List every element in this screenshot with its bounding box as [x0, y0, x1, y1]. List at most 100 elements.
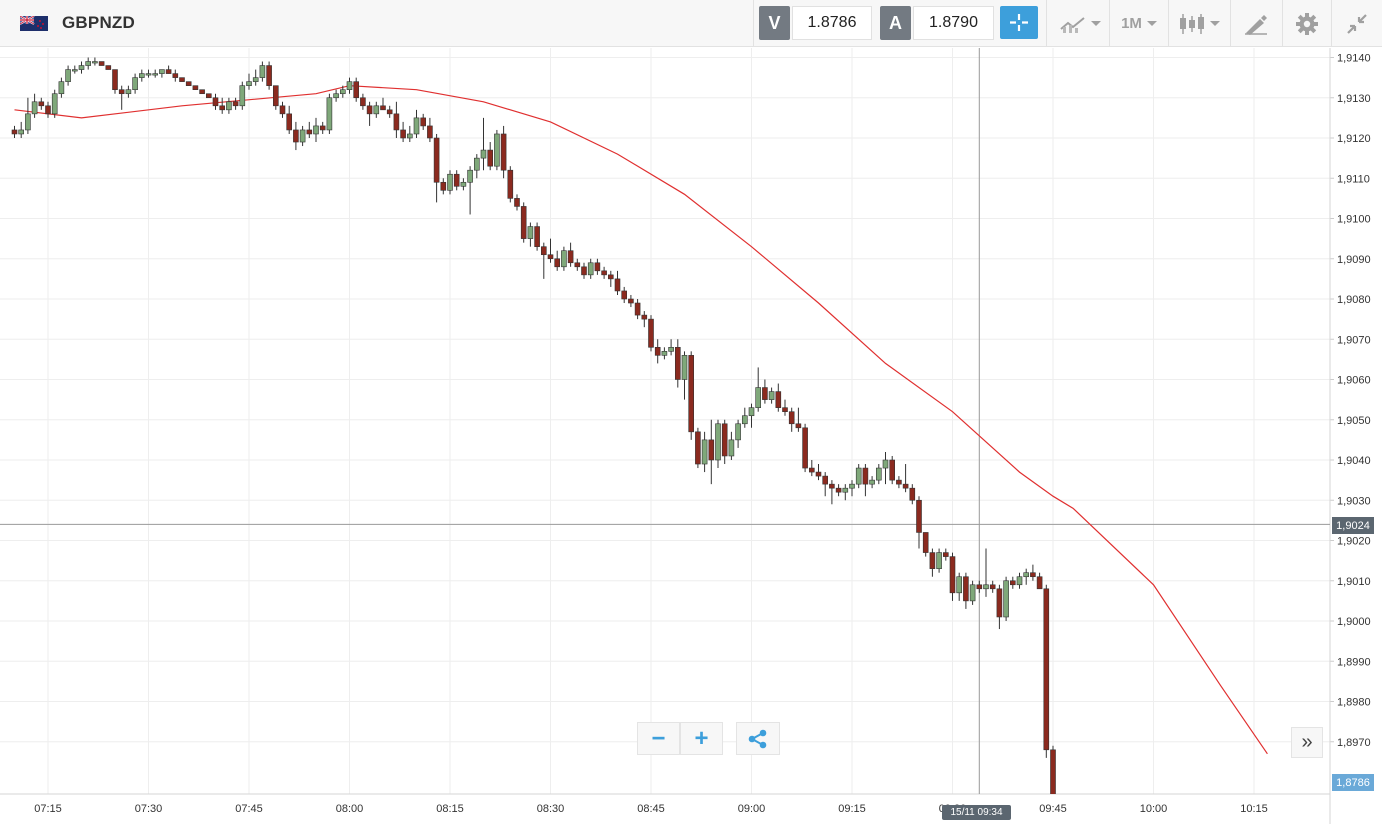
candle-bearish [45, 105, 51, 115]
candle-bullish [467, 169, 473, 183]
share-button[interactable] [736, 722, 780, 755]
candle-bullish [159, 69, 165, 74]
candle-bullish [313, 125, 319, 135]
candle-bullish [447, 173, 453, 191]
candle-bullish [849, 483, 855, 489]
candle-bearish [393, 113, 400, 131]
candle-bullish [299, 129, 306, 143]
candle-bullish [132, 77, 138, 90]
crosshair-button[interactable] [1000, 6, 1038, 39]
candle-bullish [480, 149, 487, 159]
chevron-down-icon [1146, 21, 1157, 26]
candle-bearish [802, 427, 808, 469]
candle-bearish [427, 125, 433, 139]
candle-bullish [65, 69, 71, 82]
candle-bullish [246, 81, 252, 86]
candle-bearish [514, 198, 520, 207]
x-tick-label: 07:30 [135, 803, 163, 815]
candle-bearish [366, 105, 373, 115]
candle-bearish [11, 129, 18, 135]
divider [1046, 0, 1047, 47]
candle-bearish [795, 423, 802, 429]
y-tick-label: 1,9040 [1337, 455, 1371, 467]
candle-bearish [306, 129, 313, 135]
candle-bearish [199, 89, 205, 95]
candle-bullish [735, 423, 741, 441]
candle-bearish [641, 314, 648, 320]
candle-bullish [748, 407, 755, 417]
candle-bullish [494, 133, 500, 167]
candle-bearish [601, 270, 607, 276]
price-chart[interactable]: 1,9140 1,9130 1,9120 1,9110 1,9100 1,9090 1,90… [0, 48, 1382, 824]
candle-bearish [212, 97, 219, 107]
buy-price[interactable]: 1.8790 [913, 6, 994, 40]
divider [1168, 0, 1169, 47]
drawing-tools-button[interactable] [1232, 0, 1280, 47]
candle-bearish [762, 387, 768, 400]
candle-bullish [58, 81, 65, 95]
expand-panel-button[interactable]: » [1291, 727, 1323, 758]
candle-bullish [152, 73, 158, 76]
toolbar: GBPNZD V 1.8786 A 1.8790 1M [0, 0, 1382, 47]
x-tick-label: 10:00 [1140, 803, 1168, 815]
zoom-controls: − + [637, 722, 723, 755]
timeframe-label: 1M [1121, 15, 1142, 32]
zoom-out-button[interactable]: − [637, 722, 680, 755]
candle-bearish [695, 431, 701, 465]
candle-bullish [701, 439, 708, 465]
y-tick-label: 1,9080 [1337, 294, 1371, 306]
sell-price[interactable]: 1.8786 [792, 6, 872, 40]
candle-bearish [1036, 576, 1043, 590]
candle-bearish [179, 77, 185, 82]
candle-bearish [38, 101, 45, 107]
candle-bullish [561, 250, 567, 268]
candle-bearish [232, 101, 239, 107]
candle-bearish [634, 302, 641, 316]
candle-bullish [78, 65, 85, 70]
candle-bullish [681, 355, 688, 380]
chart-type-selector[interactable] [1170, 0, 1228, 47]
y-tick-label: 1,9140 [1337, 53, 1371, 65]
candle-bullish [473, 157, 480, 171]
candle-bearish [185, 81, 192, 86]
indicators-icon [1059, 16, 1085, 33]
candle-bearish [688, 355, 695, 433]
candle-bearish [286, 113, 293, 131]
candle-bearish [433, 137, 440, 183]
candle-bullish [587, 262, 594, 276]
candle-bearish [319, 125, 326, 131]
candle-bearish [614, 278, 621, 292]
x-tick-label: 08:45 [637, 803, 665, 815]
candle-bearish [788, 411, 795, 425]
x-tick-label: 08:15 [436, 803, 464, 815]
candle-bearish [293, 129, 299, 143]
x-tick-label: 08:30 [537, 803, 565, 815]
candle-bearish [654, 346, 661, 356]
candle-bullish [373, 105, 380, 115]
candle-bullish [842, 487, 849, 493]
moving-average-line [14, 85, 1268, 755]
candle-bearish [272, 85, 279, 107]
y-tick-label: 1,8990 [1337, 656, 1371, 668]
sell-badge[interactable]: V [759, 6, 790, 40]
crosshair-price-label: 1,9024 [1332, 517, 1374, 534]
x-tick-label: 09:45 [1039, 803, 1067, 815]
drawing-icon [1245, 14, 1267, 35]
zoom-in-button[interactable]: + [680, 722, 723, 755]
indicators-button[interactable] [1052, 0, 1108, 47]
minimize-button[interactable] [1334, 0, 1380, 47]
settings-button[interactable] [1284, 0, 1330, 47]
candle-bearish [922, 532, 929, 553]
candle-bearish [400, 129, 406, 139]
candle-bearish [594, 262, 601, 272]
timeframe-selector[interactable]: 1M [1110, 0, 1168, 47]
buy-badge[interactable]: A [880, 6, 911, 40]
gear-icon [1296, 12, 1318, 35]
candle-bearish [808, 467, 815, 473]
current-price-label: 1,8786 [1332, 774, 1374, 791]
y-tick-label: 1,9120 [1337, 133, 1371, 145]
candle-bearish [889, 459, 896, 481]
instrument-symbol[interactable]: GBPNZD [62, 13, 135, 32]
x-tick-label: 07:45 [235, 803, 263, 815]
candle-bearish [896, 479, 902, 485]
